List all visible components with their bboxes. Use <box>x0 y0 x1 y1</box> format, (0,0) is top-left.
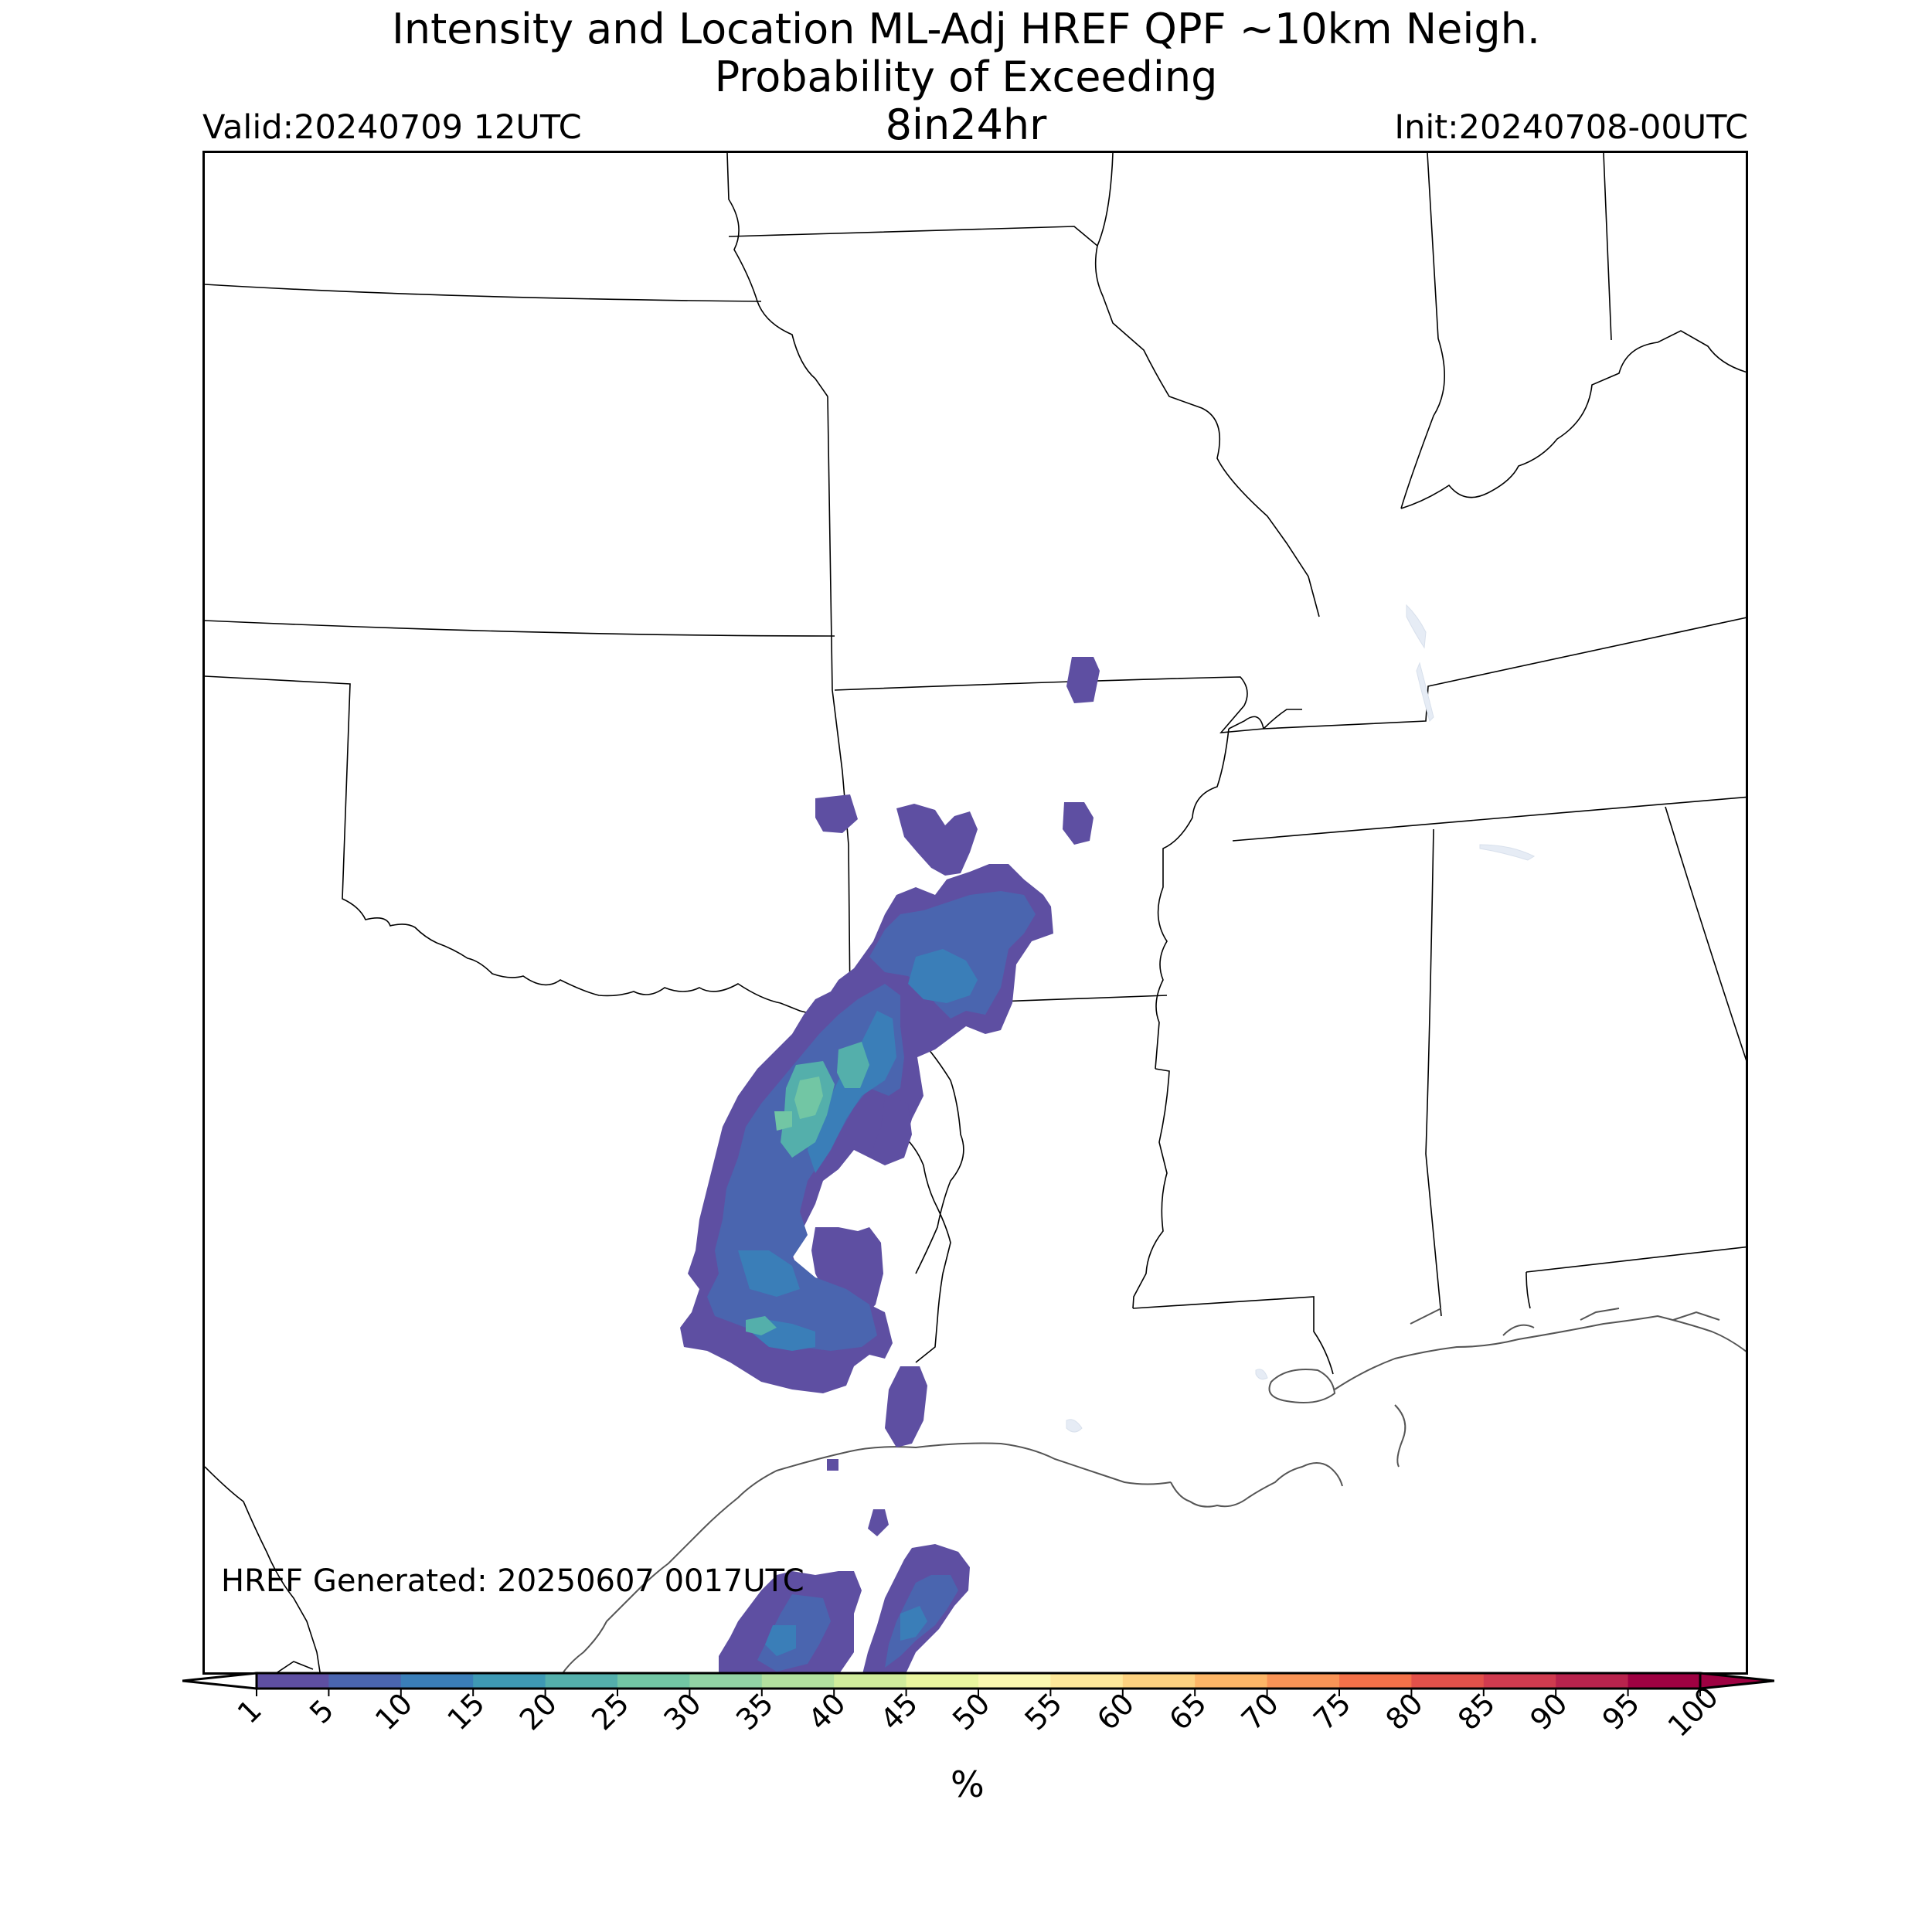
colorbar-cell <box>978 1673 1051 1689</box>
colorbar-tick-label: 60 <box>1090 1686 1141 1736</box>
colorbar-cell <box>1628 1673 1701 1689</box>
colorbar-cell <box>689 1673 763 1689</box>
colorbar-cells <box>257 1673 1701 1689</box>
colorbar-cell <box>906 1673 979 1689</box>
colorbar-cell <box>1411 1673 1485 1689</box>
colorbar-cell <box>1483 1673 1556 1689</box>
colorbar-tick-label: 40 <box>801 1686 852 1736</box>
colorbar-tick-label: 10 <box>369 1686 419 1736</box>
colorbar-tick-label: 15 <box>440 1686 491 1736</box>
colorbar-tick-label: 75 <box>1307 1686 1357 1736</box>
probability-field <box>680 657 1100 1672</box>
colorbar-tick-label: 70 <box>1235 1686 1285 1736</box>
colorbar-unit-label: % <box>951 1764 985 1805</box>
water-features <box>1066 604 1536 1433</box>
colorbar-tick-label: 50 <box>946 1686 996 1736</box>
colorbar-tick-label: 35 <box>730 1686 780 1736</box>
colorbar-cell <box>473 1673 546 1689</box>
colorbar-tick-label: 95 <box>1596 1686 1646 1736</box>
colorbar-cell <box>1050 1673 1124 1689</box>
map-panel: HREF Generated: 20250607 0017UTC <box>202 151 1748 1675</box>
colorbar-cell <box>545 1673 618 1689</box>
valid-time-label: Valid:20240709 12UTC <box>202 108 582 147</box>
colorbar-cell <box>1339 1673 1412 1689</box>
colorbar-tick-label: 5 <box>303 1693 340 1730</box>
colorbar-tick-label: 90 <box>1523 1686 1573 1736</box>
colorbar-cell <box>1556 1673 1629 1689</box>
colorbar-tick-label: 80 <box>1379 1686 1430 1736</box>
coastline <box>562 1308 1746 1672</box>
colorbar-tick-label: 85 <box>1451 1686 1502 1736</box>
colorbar-tick-label: 30 <box>658 1686 708 1736</box>
title-line-2: Probability of Exceeding <box>714 53 1218 101</box>
colorbar-tick-label: 20 <box>513 1686 563 1736</box>
colorbar-tick-label: 1 <box>231 1693 268 1730</box>
colorbar-cell <box>400 1673 474 1689</box>
colorbar-tick-label: 45 <box>874 1686 924 1736</box>
colorbar-tick-label: 55 <box>1019 1686 1069 1736</box>
colorbar-tick-label: 25 <box>585 1686 635 1736</box>
colorbar-cell <box>257 1673 329 1689</box>
generated-annotation: HREF Generated: 20250607 0017UTC <box>221 1563 804 1599</box>
colorbar-under-extension <box>182 1672 258 1690</box>
map-canvas <box>205 153 1746 1672</box>
threshold-label: 8in24hr <box>885 100 1047 149</box>
colorbar-cell <box>1122 1673 1196 1689</box>
colorbar-cell <box>1195 1673 1268 1689</box>
colorbar-cell <box>617 1673 690 1689</box>
init-time-label: Init:20240708-00UTC <box>1394 108 1748 147</box>
colorbar: 1 5 10 15 20 25 30 35 40 45 50 55 60 65 70 75 80 85 90 95 10… <box>182 1672 1774 1743</box>
colorbar-cell <box>328 1673 402 1689</box>
colorbar-cell <box>834 1673 907 1689</box>
colorbar-over-extension <box>1699 1672 1774 1690</box>
colorbar-cell <box>1267 1673 1340 1689</box>
colorbar-tick-label: 65 <box>1162 1686 1213 1736</box>
title-line-1: Intensity and Location ML-Adj HREF QPF ~… <box>391 5 1541 53</box>
colorbar-cell <box>761 1673 835 1689</box>
